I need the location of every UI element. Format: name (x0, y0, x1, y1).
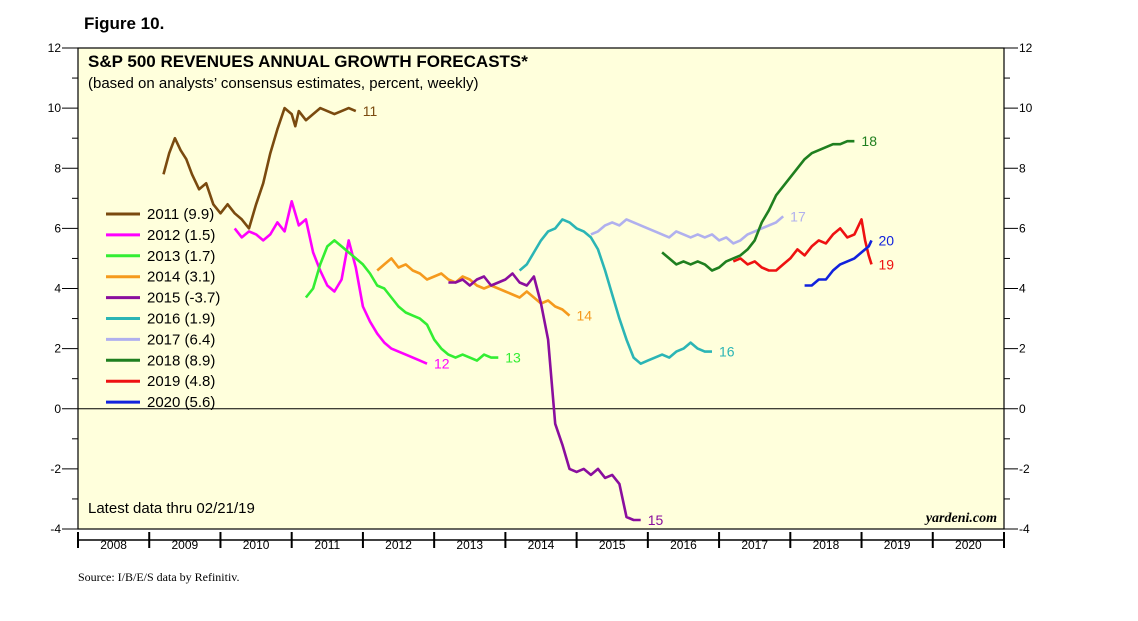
legend-entry: 2012 (1.5) (147, 227, 215, 244)
series-end-label: 14 (576, 308, 592, 324)
series-line (448, 272, 641, 522)
legend-entry: 2017 (6.4) (147, 331, 215, 348)
y-tick-label-right: -2 (1019, 462, 1030, 476)
x-tick-label: 2018 (813, 538, 840, 552)
y-tick-label-left: -4 (50, 522, 61, 536)
x-tick-label: 2014 (528, 538, 555, 552)
y-tick-label-left: 6 (54, 221, 61, 235)
y-tick-label-right: 6 (1019, 221, 1026, 235)
y-tick-label-left: 4 (54, 282, 61, 296)
x-tick-label: 2016 (670, 538, 697, 552)
series-line (518, 218, 712, 366)
y-tick-label-right: 2 (1019, 342, 1026, 356)
legend-entry: 2011 (9.9) (147, 206, 214, 223)
chart-title: S&P 500 REVENUES ANNUAL GROWTH FORECASTS… (88, 52, 528, 71)
y-tick-label-left: 0 (54, 402, 61, 416)
end-labels: 11 12 13 14 15 16 17 18 19 20 (363, 103, 894, 528)
y-tick-label-left: -2 (50, 462, 61, 476)
legend-entry: 2015 (-3.7) (147, 290, 220, 307)
series-line (304, 239, 499, 362)
y-tick-label-right: 12 (1019, 41, 1033, 55)
x-tick-label: 2013 (456, 538, 483, 552)
series-end-label: 13 (505, 350, 521, 366)
source-note: Source: I/B/E/S data by Refinitiv. (78, 570, 240, 584)
x-tick-label: 2017 (741, 538, 768, 552)
x-tick-label: 2019 (884, 538, 911, 552)
series-line (162, 106, 357, 230)
legend-entry: 2020 (5.6) (147, 394, 215, 411)
y-axis-left: -4 -2 0 2 4 6 8 10 12 (48, 41, 78, 536)
legend: 2011 (9.9) 2012 (1.5) 2013 (1.7) 2014 (3.1)… (106, 206, 220, 411)
y-tick-label-right: 0 (1019, 402, 1026, 416)
x-tick-label: 2008 (100, 538, 127, 552)
legend-entry: 2013 (1.7) (147, 248, 215, 265)
y-tick-label-left: 10 (48, 101, 62, 115)
plot-area (77, 47, 1005, 530)
latest-data-note: Latest data thru 02/21/19 (88, 500, 255, 517)
x-tick-label: 2020 (955, 538, 982, 552)
series-end-label: 17 (790, 208, 806, 224)
brand-label: yardeni.com (924, 511, 997, 526)
series-end-label: 11 (363, 103, 378, 119)
series-line (661, 139, 855, 272)
x-tick-label: 2009 (171, 538, 198, 552)
series-end-label: 15 (648, 512, 664, 528)
y-tick-label-right: 4 (1019, 282, 1026, 296)
legend-entry: 2019 (4.8) (147, 373, 215, 390)
chart-subtitle: (based on analysts’ consensus estimates,… (88, 75, 478, 92)
y-tick-label-left: 8 (54, 161, 61, 175)
series-end-label: 12 (434, 356, 450, 372)
y-tick-label-left: 2 (54, 342, 61, 356)
figure-label: Figure 10. (84, 14, 165, 33)
x-tick-label: 2012 (385, 538, 412, 552)
series-line (804, 239, 873, 287)
legend-entry: 2018 (8.9) (147, 352, 215, 369)
legend-entry: 2016 (1.9) (147, 311, 215, 328)
series-line (233, 200, 428, 365)
series-end-label: 20 (879, 232, 895, 248)
series-end-label: 16 (719, 344, 735, 360)
x-tick-label: 2010 (243, 538, 270, 552)
y-tick-label-left: 12 (48, 41, 62, 55)
y-tick-label-right: 8 (1019, 161, 1026, 175)
series-line (732, 218, 873, 272)
series-lines (162, 106, 873, 522)
series-line (590, 215, 785, 245)
series-end-label: 18 (861, 133, 877, 149)
series-end-label: 19 (879, 256, 895, 272)
legend-entry: 2014 (3.1) (147, 269, 215, 286)
y-tick-label-right: -4 (1019, 522, 1030, 536)
x-axis: 2008 2009 2010 2011 2012 2013 2014 2015 2016 2017… (77, 532, 1005, 552)
x-tick-label: 2011 (314, 538, 340, 552)
y-axis-right: -4 -2 0 2 4 6 8 10 12 (1004, 41, 1033, 536)
y-tick-label-right: 10 (1019, 101, 1033, 115)
x-tick-label: 2015 (599, 538, 626, 552)
